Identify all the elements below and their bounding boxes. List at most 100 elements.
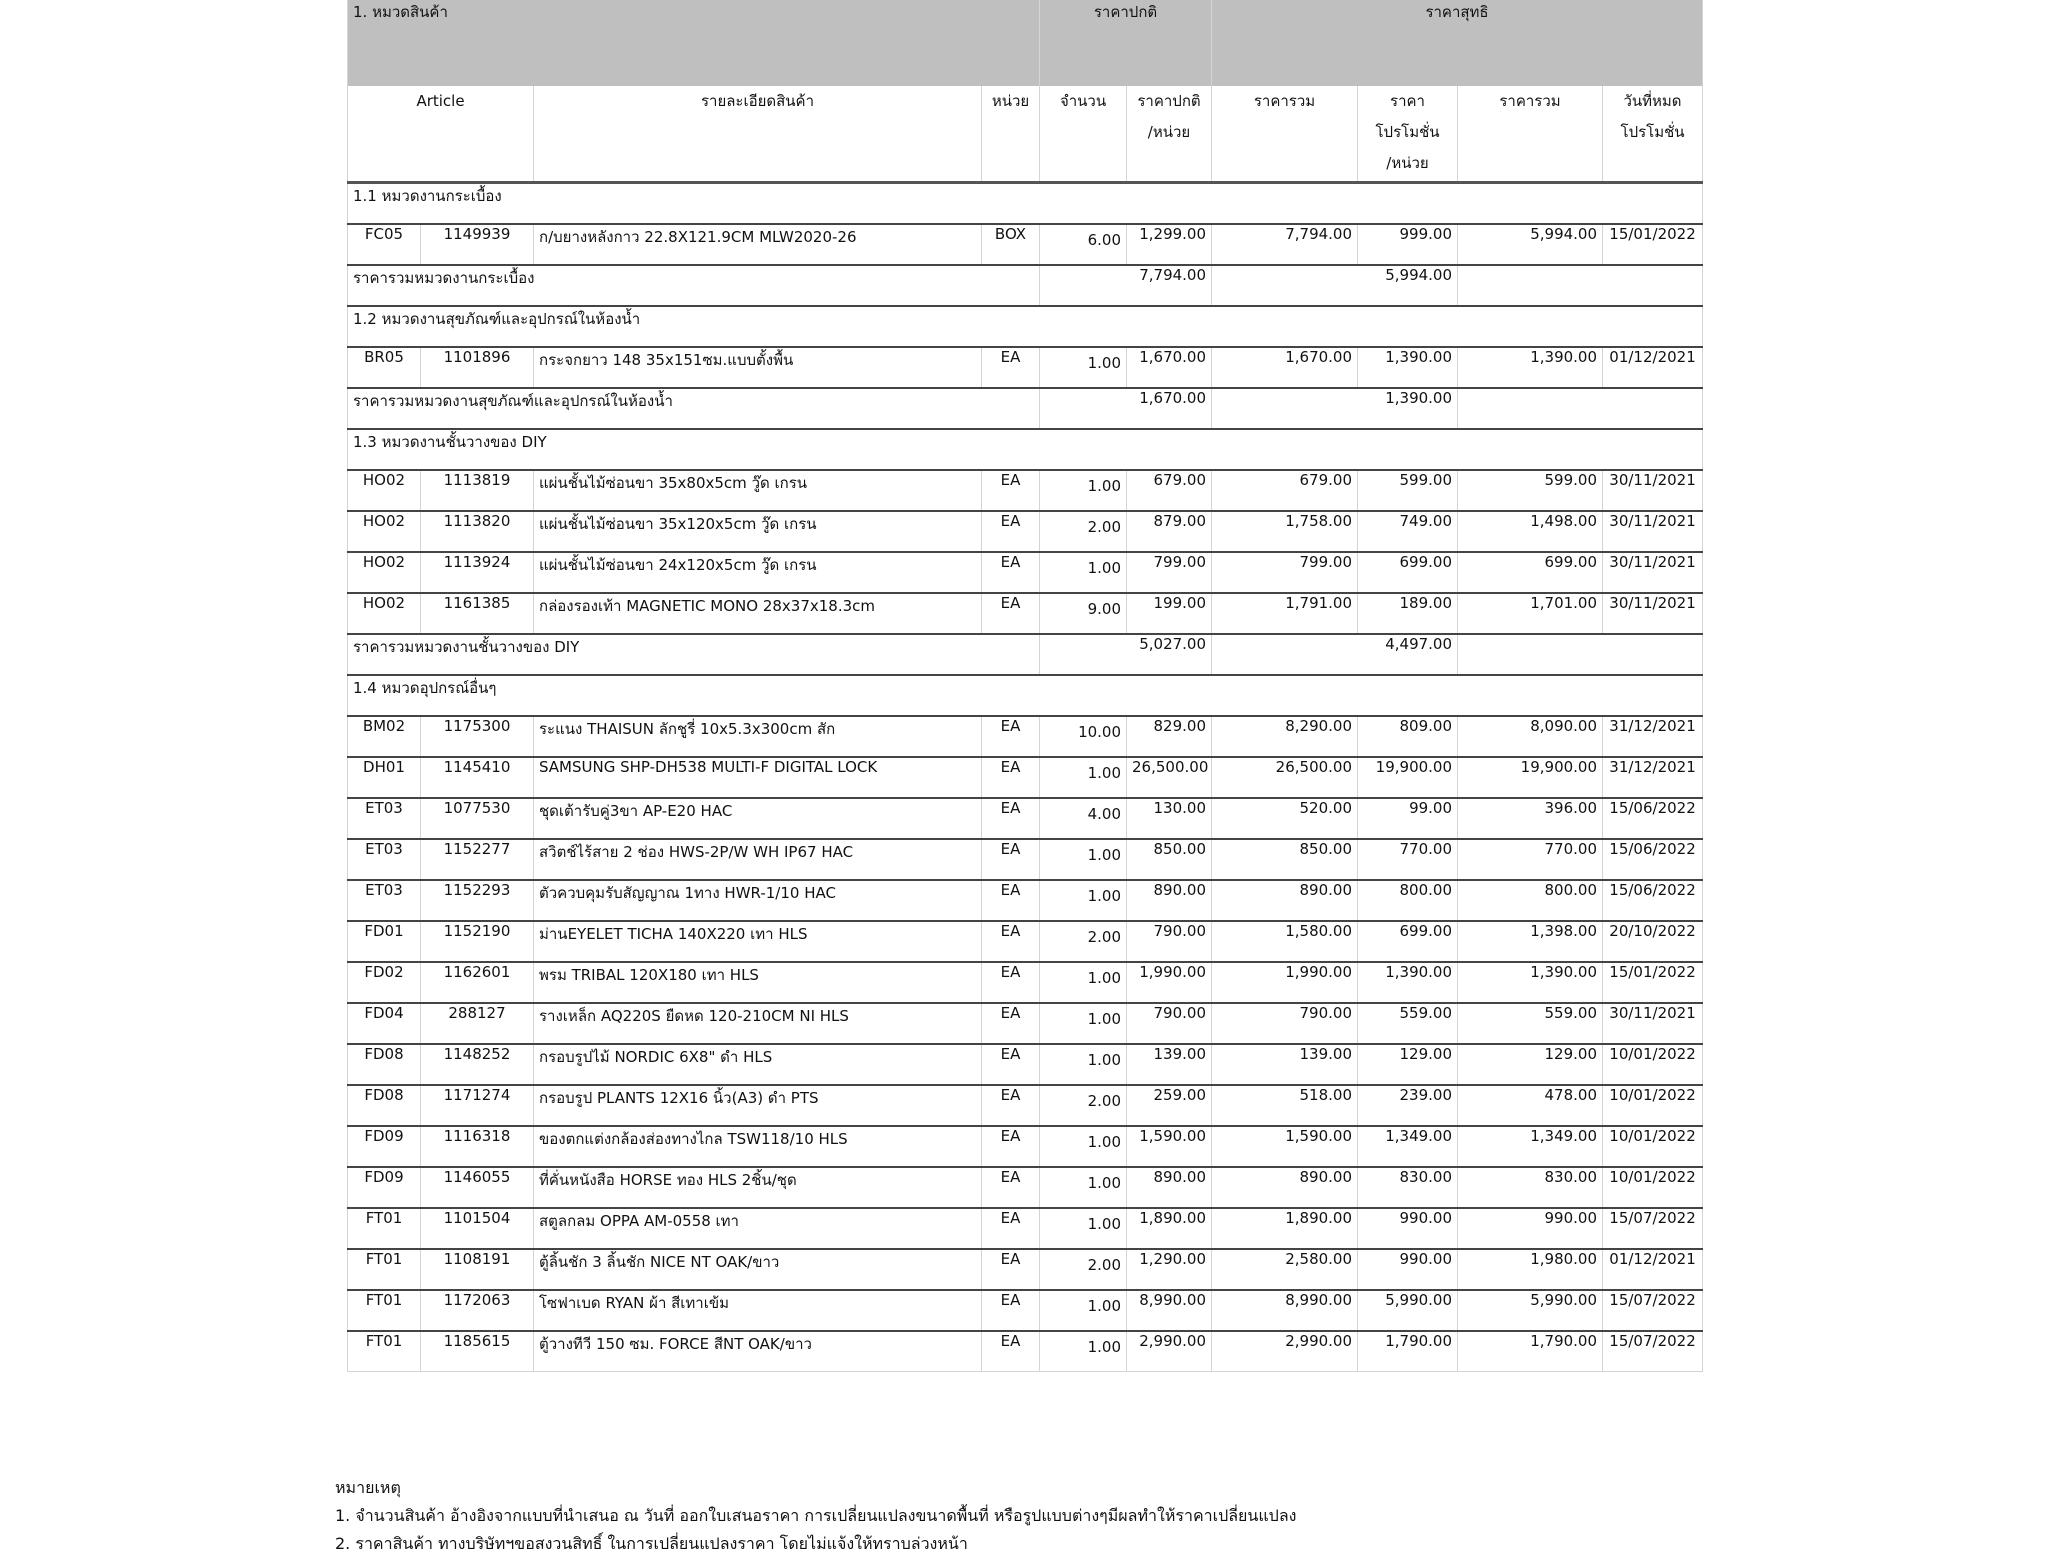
subtotal-empty [1457,632,1704,675]
item-unit-price: 790.00 [1126,1001,1213,1044]
subtotal-empty [1457,263,1704,306]
item-qty: 1.00 [1039,1329,1128,1372]
item-code: FD09 [347,1124,421,1167]
item-article: 1108191 [420,1247,534,1290]
item-promo-end: 15/07/2022 [1602,1206,1704,1249]
item-net-total: 1,349.00 [1457,1124,1604,1167]
subtotal-label: ราคารวมหมวดงานกระเบื้อง [346,263,1041,306]
item-promo-end: 30/11/2021 [1602,468,1704,511]
item-promo-end: 10/01/2022 [1602,1124,1704,1167]
item-description: ตู้วางทีวี 150 ซม. FORCE สีNT OAK/ขาว [533,1329,982,1372]
note-line: 1. จำนวนสินค้า อ้างอิงจากแบบที่นำเสนอ ณ … [335,1506,1297,1525]
item-unit-price: 850.00 [1126,837,1213,880]
item-total: 679.00 [1211,468,1359,511]
item-unit: EA [980,1124,1041,1167]
item-unit-price: 1,299.00 [1126,222,1213,265]
table-row: BM02 1175300 ระแนง THAISUN ลักชูรี่ 10x5.3… [347,714,1704,757]
table-row: FD09 1146055 ที่คั่นหนังสือ HORSE ทอง HLS … [347,1165,1704,1208]
item-description: โซฟาเบด RYAN ผ้า สีเทาเข้ม [533,1288,982,1331]
item-unit-price: 26,500.00 [1126,755,1213,798]
item-total: 139.00 [1211,1042,1359,1085]
item-description: แผ่นชั้นไม้ซ่อนขา 24x120x5cm วู๊ด เกรน [533,550,982,593]
item-promo-end: 10/01/2022 [1602,1165,1704,1208]
item-unit: EA [980,755,1041,798]
item-promo-end: 15/06/2022 [1602,878,1704,921]
item-promo-end: 20/10/2022 [1602,919,1704,962]
col-promo-l1: ราคา [1390,92,1425,110]
item-promo-price: 1,349.00 [1357,1124,1459,1167]
item-promo-price: 1,790.00 [1357,1329,1459,1372]
table-row: FT01 1185615 ตู้วางทีวี 150 ซม. FORCE สีNT… [347,1329,1704,1372]
item-code: ET03 [347,796,421,839]
item-description: ก/บยางหลังกาว 22.8X121.9CM MLW2020-26 [533,222,982,265]
item-promo-price: 830.00 [1357,1165,1459,1208]
item-qty: 1.00 [1039,960,1128,1003]
item-total: 518.00 [1211,1083,1359,1126]
item-total: 799.00 [1211,550,1359,593]
subtotal-row: ราคารวมหมวดงานชั้นวางของ DIY 5,027.00 4,49… [346,632,1704,675]
item-unit-price: 829.00 [1126,714,1213,757]
section-title: 1.1 หมวดงานกระเบื้อง [346,182,1704,224]
item-unit-price: 8,990.00 [1126,1288,1213,1331]
category-title: 1. หมวดสินค้า [346,0,1041,86]
item-total: 890.00 [1211,878,1359,921]
item-net-total: 770.00 [1457,837,1604,880]
item-net-total: 129.00 [1457,1042,1604,1085]
item-unit: EA [980,468,1041,511]
notes-title: หมายเหตุ [335,1478,401,1497]
item-promo-end: 30/11/2021 [1602,591,1704,634]
item-description: ม่านEYELET TICHA 140X220 เทา HLS [533,919,982,962]
col-end-l2: โปรโมชั่น [1620,123,1685,141]
header-group-row: 1. หมวดสินค้า ราคาปกติ ราคาสุทธิ [346,0,1704,86]
item-net-total: 830.00 [1457,1165,1604,1208]
item-promo-end: 10/01/2022 [1602,1042,1704,1085]
item-qty: 4.00 [1039,796,1128,839]
item-total: 2,990.00 [1211,1329,1359,1372]
item-unit: EA [980,837,1041,880]
item-unit: EA [980,714,1041,757]
item-promo-end: 15/07/2022 [1602,1329,1704,1372]
item-qty: 2.00 [1039,1247,1128,1290]
item-article: 1175300 [420,714,534,757]
col-article: Article [347,86,534,184]
regular-price-group: ราคาปกติ [1039,0,1213,86]
table-row: HO02 1113820 แผ่นชั้นไม้ซ่อนขา 35x120x5cm … [347,509,1704,552]
item-unit: EA [980,960,1041,1003]
item-article: 1152277 [420,837,534,880]
subtotal-net-value: 5,994.00 [1211,263,1459,306]
item-article: 288127 [420,1001,534,1044]
item-unit: EA [980,1288,1041,1331]
item-net-total: 1,498.00 [1457,509,1604,552]
item-net-total: 1,390.00 [1457,960,1604,1003]
item-promo-price: 99.00 [1357,796,1459,839]
item-article: 1146055 [420,1165,534,1208]
item-article: 1148252 [420,1042,534,1085]
item-total: 1,580.00 [1211,919,1359,962]
item-unit-price: 199.00 [1126,591,1213,634]
col-unit-price-l1: ราคาปกติ [1137,92,1201,110]
item-promo-price: 599.00 [1357,468,1459,511]
quotation-table: 1. หมวดสินค้า ราคาปกติ ราคาสุทธิ Article… [346,0,1704,1372]
col-description: รายละเอียดสินค้า [533,86,982,184]
item-article: 1116318 [420,1124,534,1167]
item-qty: 6.00 [1039,222,1128,265]
item-code: FD04 [347,1001,421,1044]
item-total: 1,758.00 [1211,509,1359,552]
item-unit-price: 139.00 [1126,1042,1213,1085]
item-unit-price: 2,990.00 [1126,1329,1213,1372]
subtotal-label: ราคารวมหมวดงานสุขภัณฑ์และอุปกรณ์ในห้องน้… [346,386,1041,429]
item-promo-end: 30/11/2021 [1602,550,1704,593]
item-article: 1101896 [420,345,534,388]
subtotal-net-value: 1,390.00 [1211,386,1459,429]
item-unit-price: 1,670.00 [1126,345,1213,388]
item-unit-price: 890.00 [1126,1165,1213,1208]
item-promo-price: 129.00 [1357,1042,1459,1085]
item-net-total: 1,398.00 [1457,919,1604,962]
item-promo-price: 1,390.00 [1357,345,1459,388]
item-unit: EA [980,591,1041,634]
item-qty: 9.00 [1039,591,1128,634]
table-row: FT01 1172063 โซฟาเบด RYAN ผ้า สีเทาเข้ม EA 1… [347,1288,1704,1331]
item-code: FD02 [347,960,421,1003]
section-row: 1.4 หมวดอุปกรณ์อื่นๆ [346,673,1704,716]
subtotal-value: 1,670.00 [1039,386,1213,429]
